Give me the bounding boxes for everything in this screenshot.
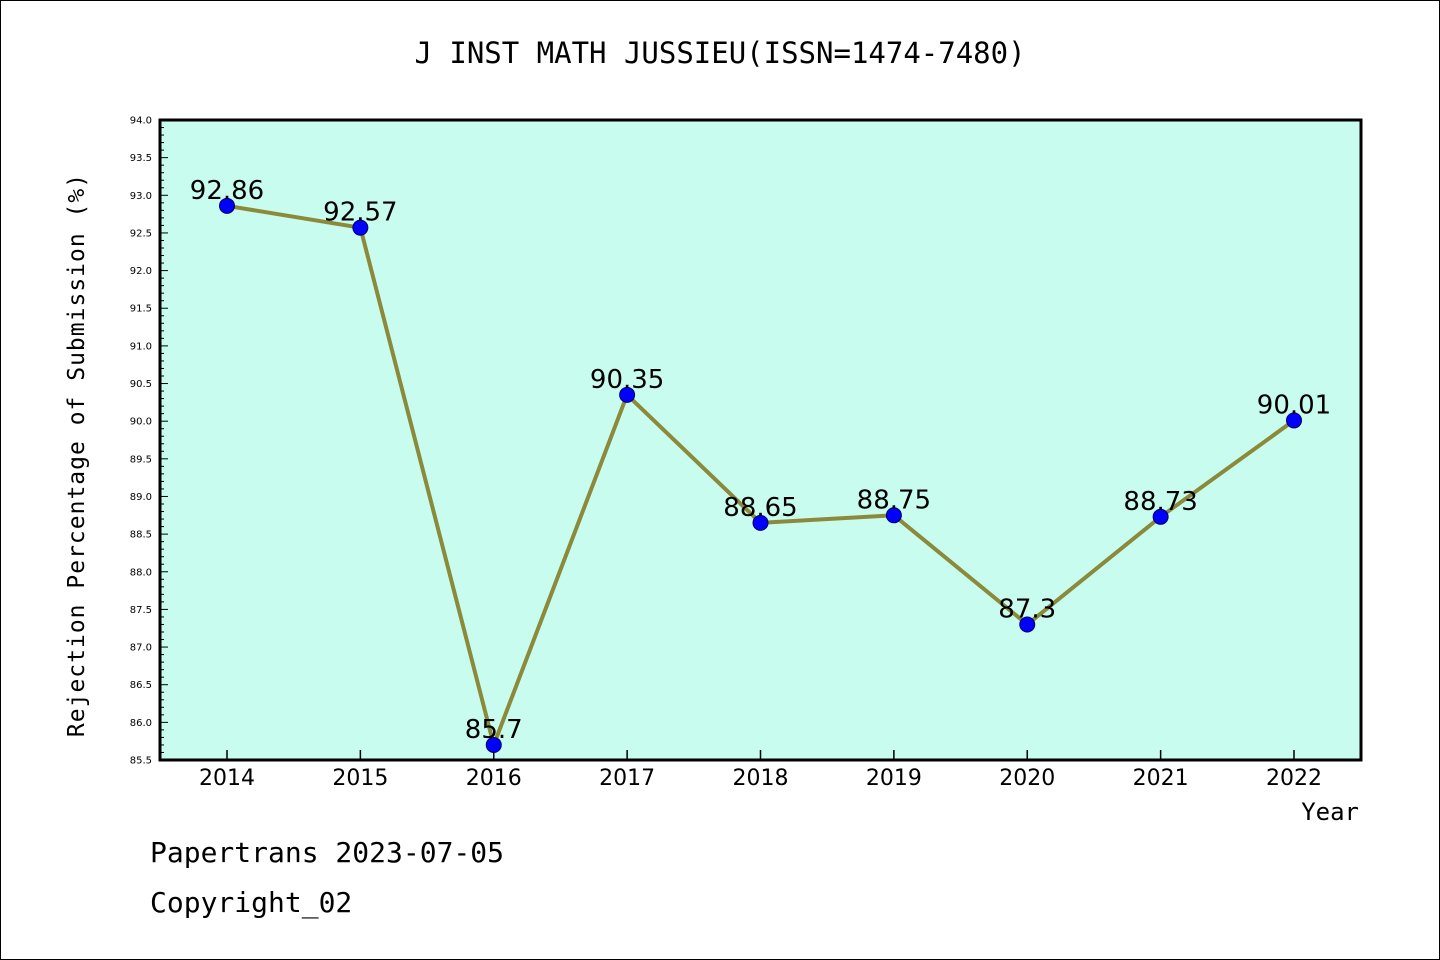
- data-point: [219, 197, 235, 214]
- data-label: 92.86: [190, 176, 264, 206]
- y-tick-label: 90.5: [130, 379, 152, 390]
- data-point: [1019, 616, 1036, 633]
- data-point: [352, 219, 369, 236]
- chart-title: J INST MATH JUSSIEU(ISSN=1474-7480): [414, 36, 1026, 70]
- x-tick-label: 2017: [599, 766, 655, 791]
- data-series: 92.86 92.57 85.7 90.35 88.65 88.75 87.3 88.73 90…: [190, 176, 1331, 753]
- data-label: 88.75: [857, 485, 931, 515]
- x-tick-label: 2020: [999, 766, 1055, 791]
- data-label: 88.73: [1123, 487, 1197, 517]
- y-tick-label: 87.5: [130, 605, 152, 616]
- y-tick-label: 94.0: [130, 116, 152, 127]
- data-point: [1286, 412, 1302, 429]
- x-tick-label: 2016: [466, 766, 522, 791]
- y-tick-label: 86.5: [130, 680, 152, 691]
- data-point: [752, 514, 769, 531]
- data-label: 90.35: [590, 365, 664, 395]
- data-label: 87.3: [998, 594, 1056, 624]
- y-tick-label: 92.5: [130, 228, 152, 239]
- data-point: [885, 507, 902, 524]
- x-tick-label: 2019: [866, 766, 922, 791]
- x-tick-label: 2015: [332, 766, 388, 791]
- data-label: 85.7: [465, 715, 523, 745]
- y-axis: 85.5 86.0 86.5 87.0 87.5 88.0 88.5 89.0 89.5 90.0…: [130, 116, 168, 767]
- y-tick-label: 89.5: [130, 454, 152, 465]
- y-tick-label: 93.5: [130, 153, 152, 164]
- y-tick-label: 87.0: [130, 643, 152, 654]
- x-tick-label: 2014: [199, 766, 255, 791]
- y-tick-label: 93.0: [130, 191, 152, 202]
- y-tick-label: 92.0: [130, 266, 152, 277]
- y-tick-label: 88.5: [130, 530, 152, 541]
- x-tick-label: 2022: [1266, 766, 1322, 791]
- y-tick-label: 89.0: [130, 492, 152, 503]
- y-tick-label: 90.0: [130, 417, 152, 428]
- footer-copyright: Copyright_02: [150, 886, 353, 919]
- plot-area: [158, 118, 1363, 762]
- x-tick-label: 2021: [1133, 766, 1189, 791]
- x-tick-label: 2018: [733, 766, 789, 791]
- y-tick-label: 85.5: [130, 756, 152, 767]
- data-point: [485, 736, 502, 753]
- x-axis: 2014 2015 2016 2017 2018 2019 2020 2021 2022: [199, 750, 1322, 791]
- data-point: [619, 386, 636, 403]
- data-label: 88.65: [723, 493, 797, 523]
- y-axis-label: Rejection Percentage of Submission (%): [64, 173, 90, 737]
- y-tick-label: 88.0: [130, 567, 152, 578]
- data-label: 90.01: [1257, 390, 1331, 420]
- data-label: 92.57: [323, 198, 397, 228]
- footer-date: Papertrans 2023-07-05: [150, 836, 505, 869]
- y-tick-label: 86.0: [130, 718, 152, 729]
- x-axis-label: Year: [1301, 798, 1359, 826]
- y-tick-label: 91.0: [130, 341, 152, 352]
- y-tick-label: 91.5: [130, 304, 152, 315]
- data-point: [1152, 508, 1169, 525]
